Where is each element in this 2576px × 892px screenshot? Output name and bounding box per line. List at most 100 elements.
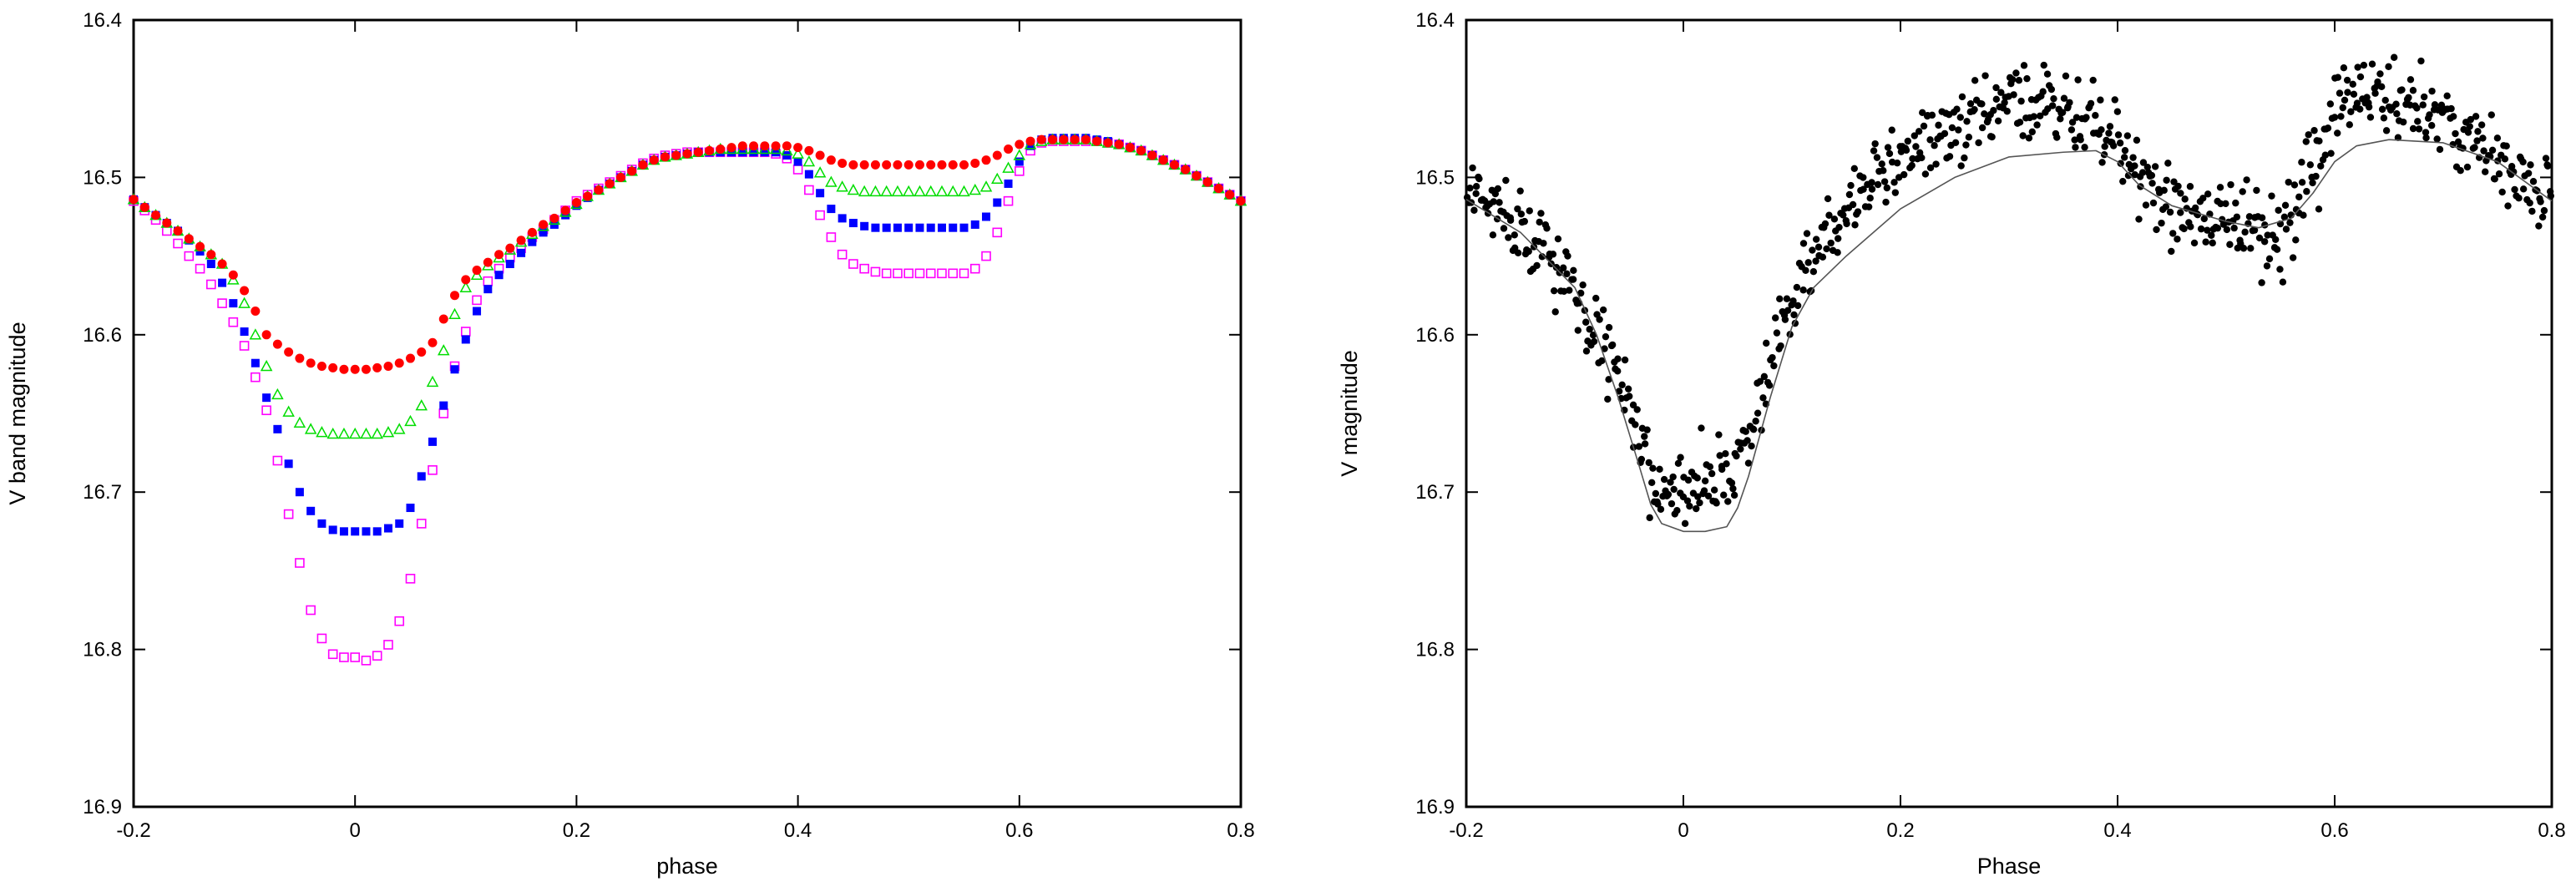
data-point <box>1756 378 1764 385</box>
data-point <box>860 221 869 231</box>
data-point <box>2097 96 2104 104</box>
data-point <box>893 160 903 170</box>
data-point <box>827 205 836 214</box>
data-point <box>2111 96 2118 104</box>
data-point <box>671 150 681 160</box>
data-point <box>737 141 747 151</box>
data-point <box>2341 96 2349 104</box>
data-point <box>969 263 980 274</box>
right-plot-frame <box>1465 18 2553 808</box>
data-point <box>1978 124 1986 132</box>
data-point <box>2109 142 2118 150</box>
data-point <box>2365 103 2373 111</box>
data-point <box>261 405 271 416</box>
data-point <box>2473 137 2481 144</box>
data-point <box>2347 108 2355 115</box>
x-tick-label: 0.4 <box>784 819 812 842</box>
data-point <box>151 210 161 220</box>
data-point <box>2222 200 2229 208</box>
data-point <box>1125 143 1135 153</box>
data-point <box>2487 111 2495 119</box>
data-point <box>1025 136 1035 146</box>
data-point <box>1590 337 1598 346</box>
data-point <box>1549 251 1557 258</box>
data-point <box>749 148 758 157</box>
y-tick-label: 16.7 <box>83 481 122 504</box>
data-point <box>516 236 526 246</box>
data-point <box>372 527 382 536</box>
data-point <box>1743 437 1751 444</box>
data-point <box>2542 155 2550 162</box>
data-point <box>1777 342 1784 350</box>
data-point <box>162 218 172 228</box>
data-point <box>993 198 1002 207</box>
data-point <box>992 150 1002 160</box>
data-point <box>2282 226 2290 233</box>
left-data-series <box>127 133 1248 666</box>
data-point <box>1589 332 1597 339</box>
data-point <box>1812 236 1820 243</box>
data-point <box>1975 139 1982 147</box>
data-point <box>2286 219 2294 226</box>
data-point <box>1843 220 1850 228</box>
data-point <box>1814 243 1823 251</box>
data-point <box>705 145 715 155</box>
data-point <box>2265 255 2274 263</box>
data-point <box>2321 151 2330 159</box>
data-point <box>1773 329 1781 337</box>
data-point <box>1790 311 1798 319</box>
data-point <box>716 144 726 154</box>
y-tick-label: 16.9 <box>83 796 122 819</box>
data-point <box>2344 89 2351 96</box>
data-point <box>239 341 250 351</box>
data-point <box>2419 101 2427 109</box>
data-point <box>1825 211 1833 219</box>
data-point <box>173 238 183 249</box>
series-filled-circle <box>129 134 1246 374</box>
data-point <box>771 141 781 151</box>
data-point <box>1789 297 1797 305</box>
data-point <box>2392 100 2400 108</box>
data-point <box>2337 113 2345 120</box>
data-point <box>426 375 439 388</box>
data-point <box>2204 190 2212 198</box>
data-point <box>815 150 825 160</box>
data-point <box>1953 105 1961 113</box>
data-point <box>2009 76 2017 84</box>
data-point <box>1511 244 1519 251</box>
data-point <box>1900 170 1908 179</box>
data-point <box>2223 226 2231 234</box>
data-point <box>461 275 471 285</box>
data-point <box>1730 491 1738 499</box>
data-point <box>2540 206 2548 215</box>
data-point <box>1629 401 1637 409</box>
data-point <box>2057 115 2064 123</box>
data-point <box>2050 94 2057 103</box>
data-point <box>813 166 827 178</box>
data-point <box>2174 236 2181 243</box>
data-point <box>627 166 637 176</box>
data-point <box>217 298 227 308</box>
data-point <box>915 223 924 232</box>
data-point <box>561 210 570 220</box>
data-point <box>2241 228 2249 236</box>
data-point <box>660 152 670 162</box>
data-point <box>2368 60 2376 68</box>
data-point <box>2281 201 2290 210</box>
data-point <box>1569 276 1577 283</box>
data-point <box>2378 105 2386 114</box>
data-point <box>2250 226 2259 234</box>
data-point <box>1633 406 1641 413</box>
data-point <box>1514 205 1521 213</box>
data-point <box>1563 270 1571 278</box>
data-point <box>1870 147 1878 155</box>
data-point <box>206 250 216 260</box>
data-point <box>1670 485 1678 494</box>
data-point <box>2346 121 2354 129</box>
data-point <box>2276 266 2284 273</box>
data-point <box>2295 193 2303 200</box>
data-point <box>1948 124 1956 132</box>
data-point <box>1669 473 1677 481</box>
data-point <box>1236 196 1246 206</box>
